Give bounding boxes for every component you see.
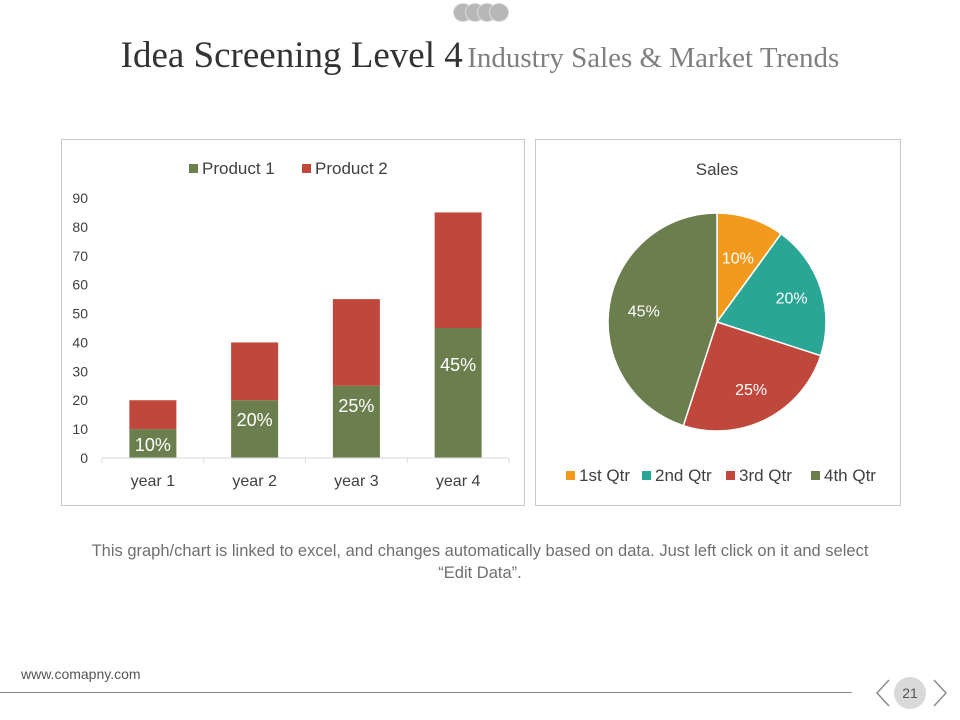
pie-chart-panel[interactable]: Sales 10% 20% 25% 45% 1st Qtr 2nd Qtr 3rd Qtr… — [535, 139, 901, 506]
y-tick-label: 0 — [80, 450, 88, 466]
data-label: 25% — [338, 396, 374, 416]
y-tick-label: 90 — [72, 190, 88, 206]
data-label: 10% — [135, 435, 171, 455]
legend-label-series-1: Product 1 — [202, 159, 275, 178]
logo — [453, 3, 509, 22]
bar-series-2-year-1[interactable] — [129, 400, 177, 430]
bar-series-2-year-4[interactable] — [434, 212, 482, 328]
x-tick-label: year 4 — [436, 473, 481, 490]
x-tick-label: year 3 — [334, 473, 379, 490]
pie-legend-swatch-2 — [642, 471, 651, 480]
y-tick-label: 20 — [72, 392, 88, 408]
y-tick-label: 30 — [72, 363, 88, 379]
pie-data-label: 25% — [735, 382, 767, 399]
bar-chart-panel[interactable]: Product 1 Product 2 0 10 20 30 40 50 60 70 80 90 1… — [61, 139, 525, 506]
bar-series-1-year-3[interactable] — [332, 385, 380, 458]
data-label: 45% — [440, 355, 476, 375]
footer-divider — [0, 692, 852, 693]
legend-swatch-series-2 — [302, 164, 311, 173]
pie-legend-label-1: 1st Qtr — [579, 466, 630, 485]
y-tick-label: 40 — [72, 334, 88, 350]
y-tick-label: 50 — [72, 306, 88, 322]
pie-legend-label-4: 4th Qtr — [824, 466, 876, 485]
title-sub: Industry Sales & Market Trends — [467, 42, 840, 74]
pie-slice-2nd-qtr[interactable] — [715, 232, 827, 357]
pie-data-label: 20% — [776, 291, 808, 308]
bar-series-2-year-3[interactable] — [332, 299, 380, 386]
y-tick-label: 80 — [72, 219, 88, 235]
caption: This graph/chart is linked to excel, and… — [91, 542, 869, 582]
pie-title: Sales — [696, 160, 739, 179]
legend-swatch-series-1 — [189, 164, 198, 173]
title-main: Idea Screening Level 4 — [120, 35, 463, 76]
pie-legend-swatch-4 — [811, 471, 820, 480]
y-tick-label: 70 — [72, 248, 88, 264]
pie-chart[interactable]: Sales 10% 20% 25% 45% 1st Qtr 2nd Qtr 3rd Qtr… — [536, 140, 900, 505]
pie-legend-label-3: 3rd Qtr — [739, 466, 792, 485]
pie-legend-swatch-1 — [566, 471, 575, 480]
page-number: 21 — [894, 677, 926, 709]
chevron-left-icon[interactable] — [874, 677, 892, 709]
bar-series-1-year-4[interactable] — [434, 328, 482, 458]
chevron-right-icon[interactable] — [931, 677, 949, 709]
data-label: 20% — [237, 410, 273, 430]
bar-series-2-year-2[interactable] — [231, 342, 279, 401]
legend-label-series-2: Product 2 — [315, 159, 388, 178]
pie-legend-label-2: 2nd Qtr — [655, 466, 712, 485]
y-tick-label: 10 — [72, 421, 88, 437]
footer-url[interactable]: www.comapny.com — [21, 666, 141, 682]
pie-slice-3rd-qtr[interactable] — [682, 321, 822, 432]
pie-legend-swatch-3 — [726, 471, 735, 480]
x-tick-label: year 2 — [232, 473, 277, 490]
x-tick-label: year 1 — [131, 473, 176, 490]
pie-data-label: 10% — [722, 251, 754, 268]
pie-slice-4th-qtr[interactable] — [607, 212, 718, 427]
pie-data-label: 45% — [628, 303, 660, 320]
bar-chart[interactable]: Product 1 Product 2 0 10 20 30 40 50 60 70 80 90 1… — [62, 140, 524, 505]
y-tick-label: 60 — [72, 277, 88, 293]
page-title: Idea Screening Level 4 Industry Sales & … — [0, 34, 960, 77]
bar-series-1-year-2[interactable] — [231, 400, 279, 458]
bar-series-1-year-1[interactable] — [129, 429, 177, 458]
